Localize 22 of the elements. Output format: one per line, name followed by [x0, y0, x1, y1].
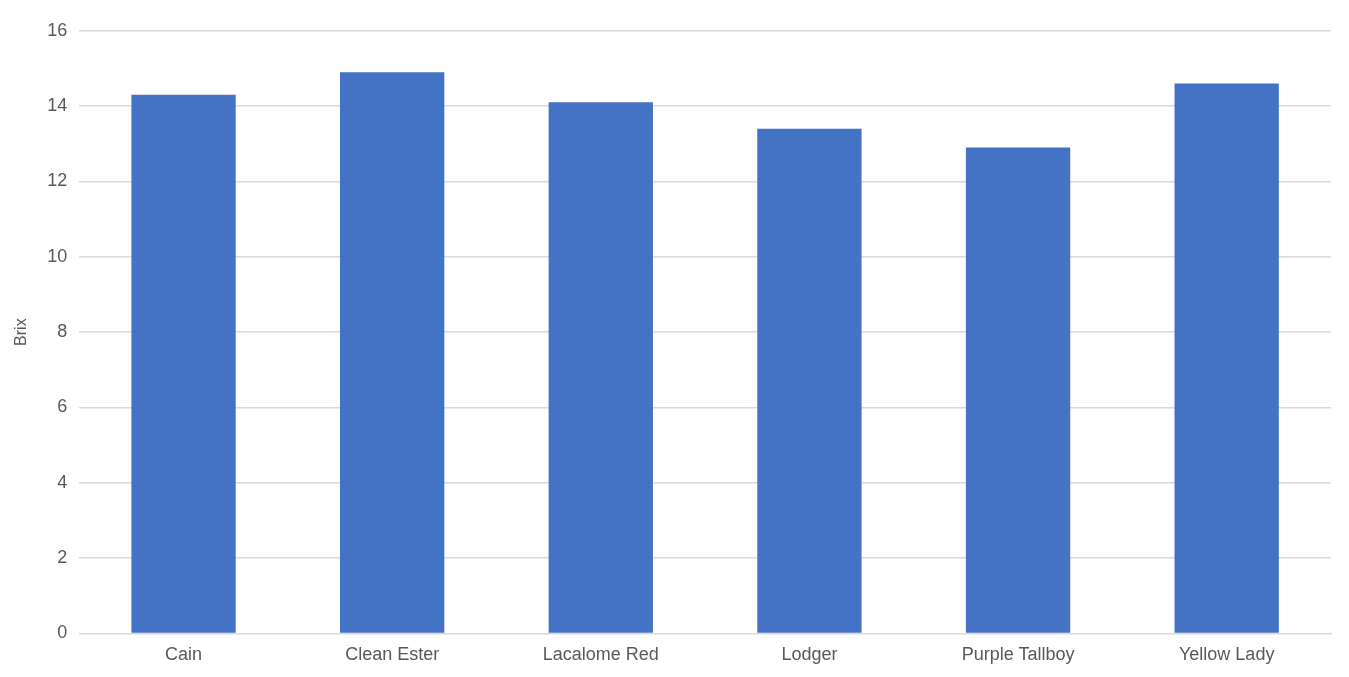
bar	[1174, 83, 1279, 633]
bar	[965, 147, 1071, 633]
x-tick-label: Lacalome Red	[542, 644, 659, 665]
x-tick-label: Lodger	[781, 644, 838, 665]
bar	[548, 102, 653, 633]
x-tick-label: Clean Ester	[345, 644, 440, 665]
x-tick-label: Yellow Lady	[1178, 644, 1275, 665]
y-tick-label: 10	[47, 245, 68, 266]
y-tick-label: 12	[47, 170, 68, 191]
y-tick-label: 6	[57, 396, 68, 417]
y-tick-label: 4	[57, 471, 68, 492]
y-tick-label: 2	[57, 547, 68, 568]
x-tick-label: Purple Tallboy	[961, 644, 1075, 665]
y-tick-label: 0	[57, 622, 68, 643]
bar	[340, 72, 445, 633]
bar	[757, 128, 862, 633]
bar	[131, 94, 236, 633]
x-tick-label: Cain	[165, 644, 203, 665]
y-tick-label: 14	[47, 95, 68, 116]
y-tick-label: 16	[47, 19, 68, 40]
y-tick-label: 8	[57, 321, 68, 342]
y-axis-title: Brix	[12, 318, 30, 346]
